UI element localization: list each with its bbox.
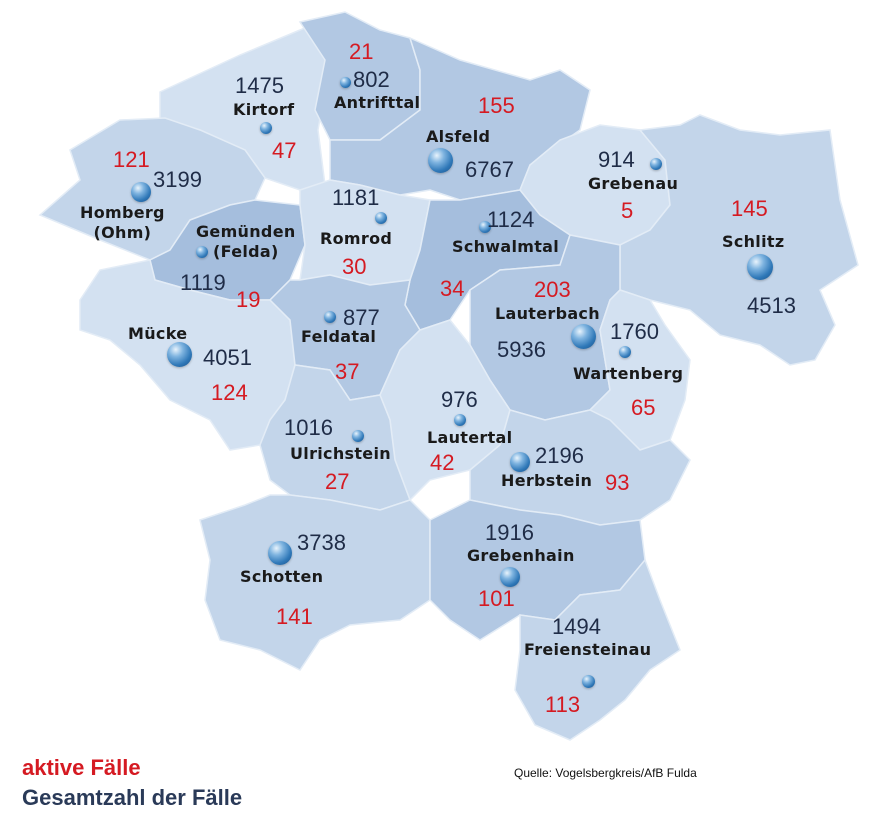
total-lauterbach: 5936: [497, 337, 546, 362]
municipality-dot-icon[interactable]: [479, 221, 491, 233]
municipality-dot-icon[interactable]: [650, 158, 662, 170]
name-schwalmtal: Schwalmtal: [452, 237, 560, 256]
municipality-dot-icon[interactable]: [196, 246, 208, 258]
active-romrod: 30: [342, 254, 367, 279]
municipality-dot-icon[interactable]: [454, 414, 466, 426]
region-alsfeld: [329, 36, 591, 201]
active-grebenau: 5: [621, 198, 634, 223]
legend-total-cases: Gesamtzahl der Fälle: [22, 785, 243, 810]
municipality-dot-icon[interactable]: [352, 430, 364, 442]
name-homberg-line1: Homberg: [80, 203, 165, 222]
active-freiensteinau: 113: [545, 692, 581, 717]
name-homberg-line2: (Ohm): [93, 223, 152, 242]
total-homberg: 3199: [153, 167, 202, 192]
municipality-dot-icon[interactable]: [268, 541, 292, 565]
active-homberg: 121: [113, 147, 150, 172]
active-gemuenden: 19: [236, 287, 261, 312]
name-grebenau: Grebenau: [588, 174, 679, 193]
active-herbstein: 93: [605, 470, 630, 495]
total-grebenau: 914: [598, 147, 635, 172]
active-schlitz: 145: [731, 196, 768, 221]
total-gemuenden: 1119: [180, 270, 226, 295]
name-freiensteinau: Freiensteinau: [524, 640, 652, 659]
region-freiensteinau: [514, 558, 681, 741]
municipality-dot-icon[interactable]: [324, 311, 336, 323]
name-lauterbach: Lauterbach: [495, 304, 600, 323]
municipality-dot-icon[interactable]: [619, 346, 631, 358]
active-muecke: 124: [211, 380, 248, 405]
total-kirtorf: 1475: [235, 73, 284, 98]
name-schlitz: Schlitz: [722, 232, 785, 251]
legend-active-cases: aktive Fälle: [22, 755, 141, 780]
name-schotten: Schotten: [240, 567, 324, 586]
municipality-dot-icon[interactable]: [131, 182, 151, 202]
municipality-dot-icon[interactable]: [571, 324, 596, 349]
name-antrifttal: Antrifttal: [334, 93, 421, 112]
name-alsfeld: Alsfeld: [426, 127, 491, 146]
name-muecke: Mücke: [128, 324, 188, 343]
active-schwalmtal: 34: [440, 276, 465, 301]
municipality-dot-icon[interactable]: [167, 342, 192, 367]
name-grebenhain: Grebenhain: [467, 546, 575, 565]
total-antrifttal: 802: [353, 67, 390, 92]
name-kirtorf: Kirtorf: [233, 100, 295, 119]
total-romrod: 1181: [332, 185, 380, 210]
total-alsfeld: 6767: [465, 157, 514, 182]
total-grebenhain: 1916: [485, 520, 534, 545]
total-muecke: 4051: [203, 345, 252, 370]
name-wartenberg: Wartenberg: [573, 364, 684, 383]
name-gemuenden-line2: (Felda): [213, 242, 279, 261]
municipality-dot-icon[interactable]: [428, 148, 453, 173]
active-feldatal: 37: [335, 359, 360, 384]
active-wartenberg: 65: [631, 395, 656, 420]
municipality-dot-icon[interactable]: [510, 452, 530, 472]
total-ulrichstein: 1016: [284, 415, 333, 440]
active-ulrichstein: 27: [325, 469, 350, 494]
active-alsfeld: 155: [478, 93, 515, 118]
total-wartenberg: 1760: [610, 319, 659, 344]
active-kirtorf: 47: [272, 138, 297, 163]
municipality-dot-icon[interactable]: [747, 254, 773, 280]
total-herbstein: 2196: [535, 443, 584, 468]
name-feldatal: Feldatal: [301, 327, 377, 346]
name-lautertal: Lautertal: [427, 428, 513, 447]
region-schotten: [199, 494, 431, 671]
name-herbstein: Herbstein: [501, 471, 593, 490]
active-antrifttal: 21: [349, 39, 374, 64]
municipality-dot-icon[interactable]: [260, 122, 272, 134]
active-lauterbach: 203: [534, 277, 571, 302]
total-feldatal: 877: [343, 305, 380, 330]
total-freiensteinau: 1494: [552, 614, 601, 639]
active-lautertal: 42: [430, 450, 455, 475]
region-schlitz: [619, 114, 859, 366]
active-grebenhain: 101: [478, 586, 515, 611]
name-gemuenden-line1: Gemünden: [196, 222, 296, 241]
total-schwalmtal: 1124: [487, 207, 535, 232]
municipality-dot-icon[interactable]: [500, 567, 520, 587]
source-credit: Quelle: Vogelsbergkreis/AfB Fulda: [514, 766, 697, 780]
active-schotten: 141: [276, 604, 313, 629]
name-homberg: Homberg (Ohm): [80, 203, 165, 243]
total-schotten: 3738: [297, 530, 346, 555]
municipality-dot-icon[interactable]: [340, 77, 351, 88]
name-ulrichstein: Ulrichstein: [290, 444, 391, 463]
municipality-dot-icon[interactable]: [375, 212, 387, 224]
total-schlitz: 4513: [747, 293, 796, 318]
total-lautertal: 976: [441, 387, 478, 412]
municipality-dot-icon[interactable]: [582, 675, 595, 688]
name-romrod: Romrod: [320, 229, 393, 248]
